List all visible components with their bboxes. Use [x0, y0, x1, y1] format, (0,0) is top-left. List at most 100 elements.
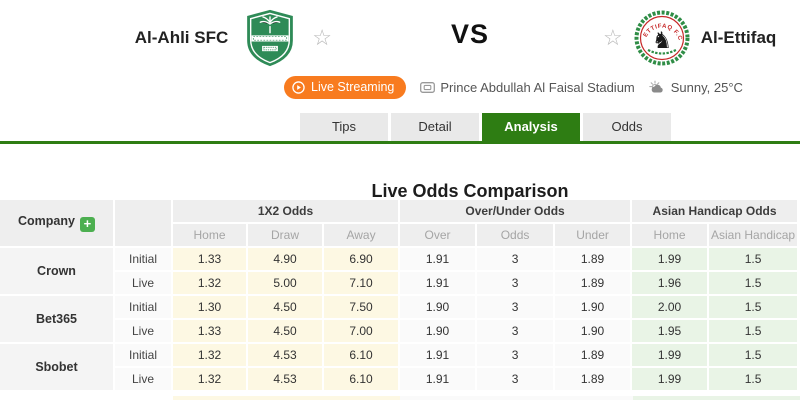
home-favorite-star-icon[interactable]: ☆ — [312, 25, 332, 50]
odds-cell: 1.89 — [555, 272, 633, 296]
away-favorite-star-icon[interactable]: ☆ — [603, 25, 623, 50]
odds-cell: 6.10 — [324, 368, 401, 392]
odds-cell: 1.5 — [709, 344, 800, 368]
odds-cell: 6.90 — [324, 248, 401, 272]
venue-info: Prince Abdullah Al Faisal Stadium — [420, 80, 635, 95]
subheader-odds: Odds — [477, 224, 556, 248]
odds-cell: 1.89 — [555, 368, 633, 392]
sliver-over-under — [400, 396, 633, 400]
tab-bar: Tips Detail Analysis Odds — [300, 113, 671, 141]
odds-cell: 1.32 — [173, 272, 248, 296]
odds-cell: 3 — [477, 344, 556, 368]
home-team-logo — [247, 9, 294, 67]
table-row: Crown Initial 1.33 4.90 6.90 1.91 3 1.89… — [0, 248, 800, 296]
odds-cell: 5.00 — [248, 272, 324, 296]
svg-text:♞: ♞ — [651, 27, 672, 53]
add-company-button[interactable]: + — [79, 217, 95, 232]
odds-cell: 1.90 — [400, 320, 478, 344]
section-title: Live Odds Comparison — [371, 180, 569, 201]
odds-cell: 1.5 — [709, 296, 800, 320]
odds-cell: 2.00 — [632, 296, 710, 320]
away-team-name: Al-Ettifaq — [700, 28, 777, 47]
odds-cell: 1.96 — [632, 272, 710, 296]
odds-cell: 4.53 — [248, 368, 324, 392]
odds-cell: 7.50 — [324, 296, 401, 320]
odds-cell: 1.99 — [632, 368, 710, 392]
odds-cell: 4.50 — [248, 320, 324, 344]
company-crown: Crown — [0, 248, 115, 296]
odds-cell: 4.90 — [248, 248, 324, 272]
table-row: Sbobet Initial 1.32 4.53 6.10 1.91 3 1.8… — [0, 344, 800, 392]
subheader-draw: Draw — [248, 224, 324, 248]
rowtype-header — [115, 200, 173, 248]
odds-cell: 1.89 — [555, 344, 633, 368]
tab-detail[interactable]: Detail — [391, 113, 479, 141]
odds-cell: 3 — [477, 296, 556, 320]
weather-info: Sunny, 25°C — [649, 80, 743, 95]
weather-label: Sunny, 25°C — [670, 79, 743, 95]
odds-cell: 1.99 — [632, 248, 710, 272]
tab-analysis[interactable]: Analysis — [482, 113, 580, 141]
group-header-over-under: Over/Under Odds — [400, 200, 633, 224]
odds-cell: 6.10 — [324, 344, 401, 368]
odds-cell: 1.89 — [555, 248, 633, 272]
row-type: Initial — [115, 344, 173, 368]
odds-cell: 1.5 — [709, 320, 800, 344]
odds-cell: 4.50 — [248, 296, 324, 320]
odds-cell: 1.5 — [709, 368, 800, 392]
odds-cell: 1.91 — [400, 368, 478, 392]
home-team: Al-Ahli SFC ☆ — [135, 8, 332, 68]
subheader-ah-home: Home — [632, 224, 710, 248]
home-team-name: Al-Ahli SFC — [134, 28, 229, 47]
group-header-1x2: 1X2 Odds — [173, 200, 401, 224]
table-row: Bet365 Initial 1.30 4.50 7.50 1.90 3 1.9… — [0, 296, 800, 344]
row-type: Live — [115, 320, 173, 344]
live-odds-table: Company + 1X2 Odds Over/Under Odds Asian … — [0, 200, 800, 392]
odds-cell: 1.33 — [173, 320, 248, 344]
odds-cell: 1.91 — [400, 248, 478, 272]
odds-cell: 1.30 — [173, 296, 248, 320]
subheader-away: Away — [324, 224, 401, 248]
live-streaming-button[interactable]: Live Streaming — [284, 75, 407, 99]
odds-cell: 1.5 — [709, 248, 800, 272]
play-circle-icon — [292, 80, 305, 94]
table-row: Live 1.32 5.00 7.10 1.91 3 1.89 1.96 1.5 — [0, 272, 800, 296]
odds-cell: 3 — [477, 368, 556, 392]
row-type: Live — [115, 272, 173, 296]
odds-cell: 3 — [477, 272, 556, 296]
weather-sunny-icon — [649, 80, 663, 93]
table-row: Live 1.32 4.53 6.10 1.91 3 1.89 1.99 1.5 — [0, 368, 800, 392]
table-row: Live 1.33 4.50 7.00 1.90 3 1.90 1.95 1.5 — [0, 320, 800, 344]
odds-cell: 1.99 — [632, 344, 710, 368]
company-header-label: Company — [18, 214, 75, 228]
tab-odds[interactable]: Odds — [583, 113, 671, 141]
sliver-asian-handicap — [633, 396, 800, 400]
tab-underline — [0, 141, 800, 144]
row-type: Initial — [115, 248, 173, 272]
sliver-1x2 — [173, 396, 400, 400]
odds-cell: 3 — [477, 248, 556, 272]
tab-tips[interactable]: Tips — [300, 113, 388, 141]
away-team-logo: ETTIFAQ F.C ♞ — [634, 10, 690, 66]
odds-cell: 1.90 — [400, 296, 478, 320]
odds-cell: 1.90 — [555, 296, 633, 320]
odds-cell: 1.91 — [400, 272, 478, 296]
odds-cell: 1.90 — [555, 320, 633, 344]
group-header-asian-handicap: Asian Handicap Odds — [632, 200, 800, 224]
match-header: Al-Ahli SFC ☆ VS ☆ — [0, 0, 800, 110]
row-type: Initial — [115, 296, 173, 320]
subheader-home: Home — [173, 224, 248, 248]
company-bet365: Bet365 — [0, 296, 115, 344]
odds-cell: 1.32 — [173, 368, 248, 392]
row-type: Live — [115, 368, 173, 392]
odds-cell: 1.91 — [400, 344, 478, 368]
away-team: ☆ ETTIFAQ F.C ♞ Al-Ettifaq — [603, 8, 776, 68]
stadium-icon — [420, 81, 436, 93]
company-sbobet: Sbobet — [0, 344, 115, 392]
live-streaming-label: Live Streaming — [311, 80, 395, 94]
sliver-spacer — [0, 396, 173, 400]
odds-cell: 3 — [477, 320, 556, 344]
odds-cell: 1.5 — [709, 272, 800, 296]
subheader-over: Over — [400, 224, 478, 248]
